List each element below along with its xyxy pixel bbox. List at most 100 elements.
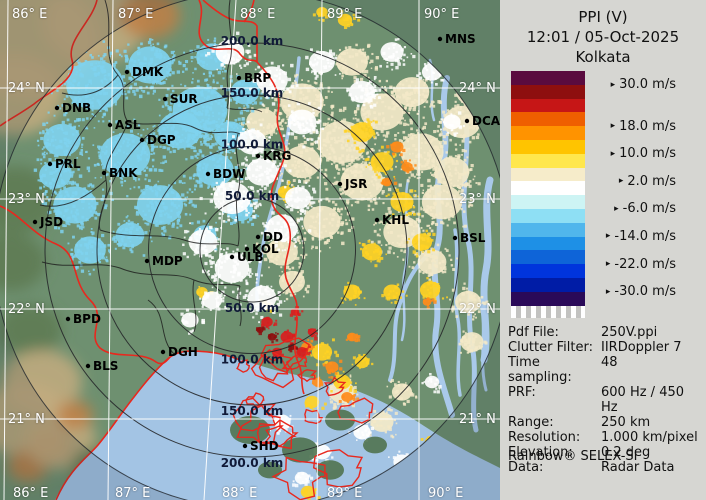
meridian-line	[107, 0, 114, 500]
meta-row: PRF: 600 Hz / 450 Hz	[508, 385, 702, 415]
station-dot	[337, 181, 343, 187]
station-dot	[107, 122, 113, 128]
product-title: PPI (V)	[578, 8, 628, 26]
range-rings	[44, 42, 460, 458]
station-DMK: DMK	[124, 65, 164, 79]
station-label: SHD	[250, 439, 279, 453]
range-ring-label: 150.0 km	[221, 86, 284, 100]
scan-metadata: Pdf File: 250V.ppi Clutter Filter: IIRDoppl…	[508, 325, 702, 475]
station-dot	[54, 105, 60, 111]
scan-datetime: 12:01 / 05-Oct-2025	[526, 28, 680, 46]
station-DCA: DCA	[464, 114, 500, 128]
range-ring-label: 200.0 km	[221, 34, 284, 48]
station-label: BPD	[73, 312, 101, 326]
scale-band-5	[511, 139, 585, 154]
grid-label: 21° N	[459, 412, 496, 427]
station-JSD: JSD	[32, 215, 63, 229]
station-MNS: MNS	[437, 32, 476, 46]
station-dot	[236, 75, 242, 81]
station-BRP: BRP	[236, 71, 271, 85]
meta-value: 600 Hz / 450 Hz	[601, 385, 685, 415]
meta-label: Time sampling:	[508, 355, 572, 385]
station-label: BLS	[93, 359, 118, 373]
scale-tick: ▸ 2.0 m/s	[586, 173, 676, 189]
station-dot	[464, 118, 470, 124]
meta-row: Time sampling: 48	[508, 355, 702, 385]
range-ring	[44, 42, 460, 458]
tick-arrow-icon: ▸	[614, 203, 619, 214]
grid-label: 89° E	[327, 7, 362, 22]
grid-label: 86° E	[13, 486, 48, 500]
station-SHD: SHD	[242, 439, 279, 453]
tick-label: 10.0 m/s	[619, 146, 676, 161]
station-label: KRG	[263, 149, 291, 163]
range-ring	[148, 146, 356, 354]
radar-echo-layer-orange	[301, 141, 437, 405]
station-label: KOL	[252, 242, 279, 256]
meta-label: Data:	[508, 460, 544, 475]
station-dot	[229, 254, 235, 260]
scale-tick: ▸ -6.0 m/s	[586, 201, 676, 217]
station-SUR: SUR	[162, 92, 198, 106]
grid-label: 23° N	[8, 192, 45, 207]
grid-label: 88° E	[240, 7, 275, 22]
range-ring-label: 100.0 km	[221, 353, 284, 367]
station-DNB: DNB	[54, 101, 91, 115]
station-dot	[452, 235, 458, 241]
station-KOL: KOL	[244, 242, 279, 256]
range-ring-label: 100.0 km	[221, 138, 284, 152]
scale-band-8	[511, 181, 585, 196]
delta-creek-outlines	[232, 337, 374, 500]
scale-tick: ▸ -30.0 m/s	[586, 284, 676, 300]
station-dot	[85, 363, 91, 369]
station-label: DMK	[132, 65, 164, 79]
station-dot	[242, 443, 248, 449]
station-KHL: KHL	[374, 213, 409, 227]
scale-band-12	[511, 236, 585, 251]
scale-band-3	[511, 112, 585, 127]
meridian-line	[316, 0, 323, 500]
grid-label: 87° E	[115, 486, 150, 500]
range-ring-label: 200.0 km	[221, 456, 284, 470]
meta-row: Range: 250 km	[508, 415, 702, 430]
station-BLS: BLS	[85, 359, 118, 373]
station-label: BSL	[460, 231, 486, 245]
scale-band-7	[511, 167, 585, 182]
scale-band-15	[511, 277, 585, 292]
station-label: DD	[263, 230, 283, 244]
grid-labels: 86° E 86° E 87° E 87° E 88° E 88° E 89° E 89° E…	[8, 7, 496, 500]
meta-label: Pdf File:	[508, 325, 559, 340]
tick-label: 30.0 m/s	[619, 77, 676, 92]
meridian-line	[203, 0, 237, 500]
scale-band-1	[511, 84, 585, 99]
scale-band-0	[511, 71, 585, 85]
meta-row: Resolution: 1.000 km/pixel	[508, 430, 702, 445]
grid-label: 88° E	[222, 486, 257, 500]
software-brand: Rainbow® SELEX-SI	[508, 449, 638, 464]
station-label: JSD	[39, 215, 63, 229]
range-ring	[199, 197, 305, 303]
station-DD: DD	[255, 230, 283, 244]
station-label: DGP	[147, 133, 176, 147]
meta-value: Radar Data	[601, 460, 675, 475]
tick-arrow-icon: ▸	[605, 286, 611, 297]
meta-value: 250V.ppi	[601, 325, 658, 340]
scale-band-2	[511, 98, 585, 113]
station-dot	[160, 349, 166, 355]
grid-label: 22° N	[8, 302, 45, 317]
meridian-line	[3, 0, 9, 500]
meta-value: 0.2 deg	[601, 445, 651, 460]
station-label: MDP	[152, 254, 183, 268]
meta-row: Pdf File: 250V.ppi	[508, 325, 702, 340]
meta-value: 1.000 km/pixel	[601, 430, 698, 445]
scale-band-14	[511, 264, 585, 278]
scale-tick: ▸ -14.0 m/s	[586, 228, 676, 244]
grid-label: 87° E	[118, 7, 153, 22]
range-ring-label: 150.0 km	[221, 404, 284, 418]
station-label: PRL	[55, 157, 81, 171]
station-dot	[244, 246, 250, 252]
scale-band-11	[511, 222, 585, 237]
station-DGH: DGH	[160, 345, 198, 359]
tick-arrow-icon: ▸	[618, 176, 624, 186]
radar-station-name: Kolkata	[575, 48, 631, 66]
